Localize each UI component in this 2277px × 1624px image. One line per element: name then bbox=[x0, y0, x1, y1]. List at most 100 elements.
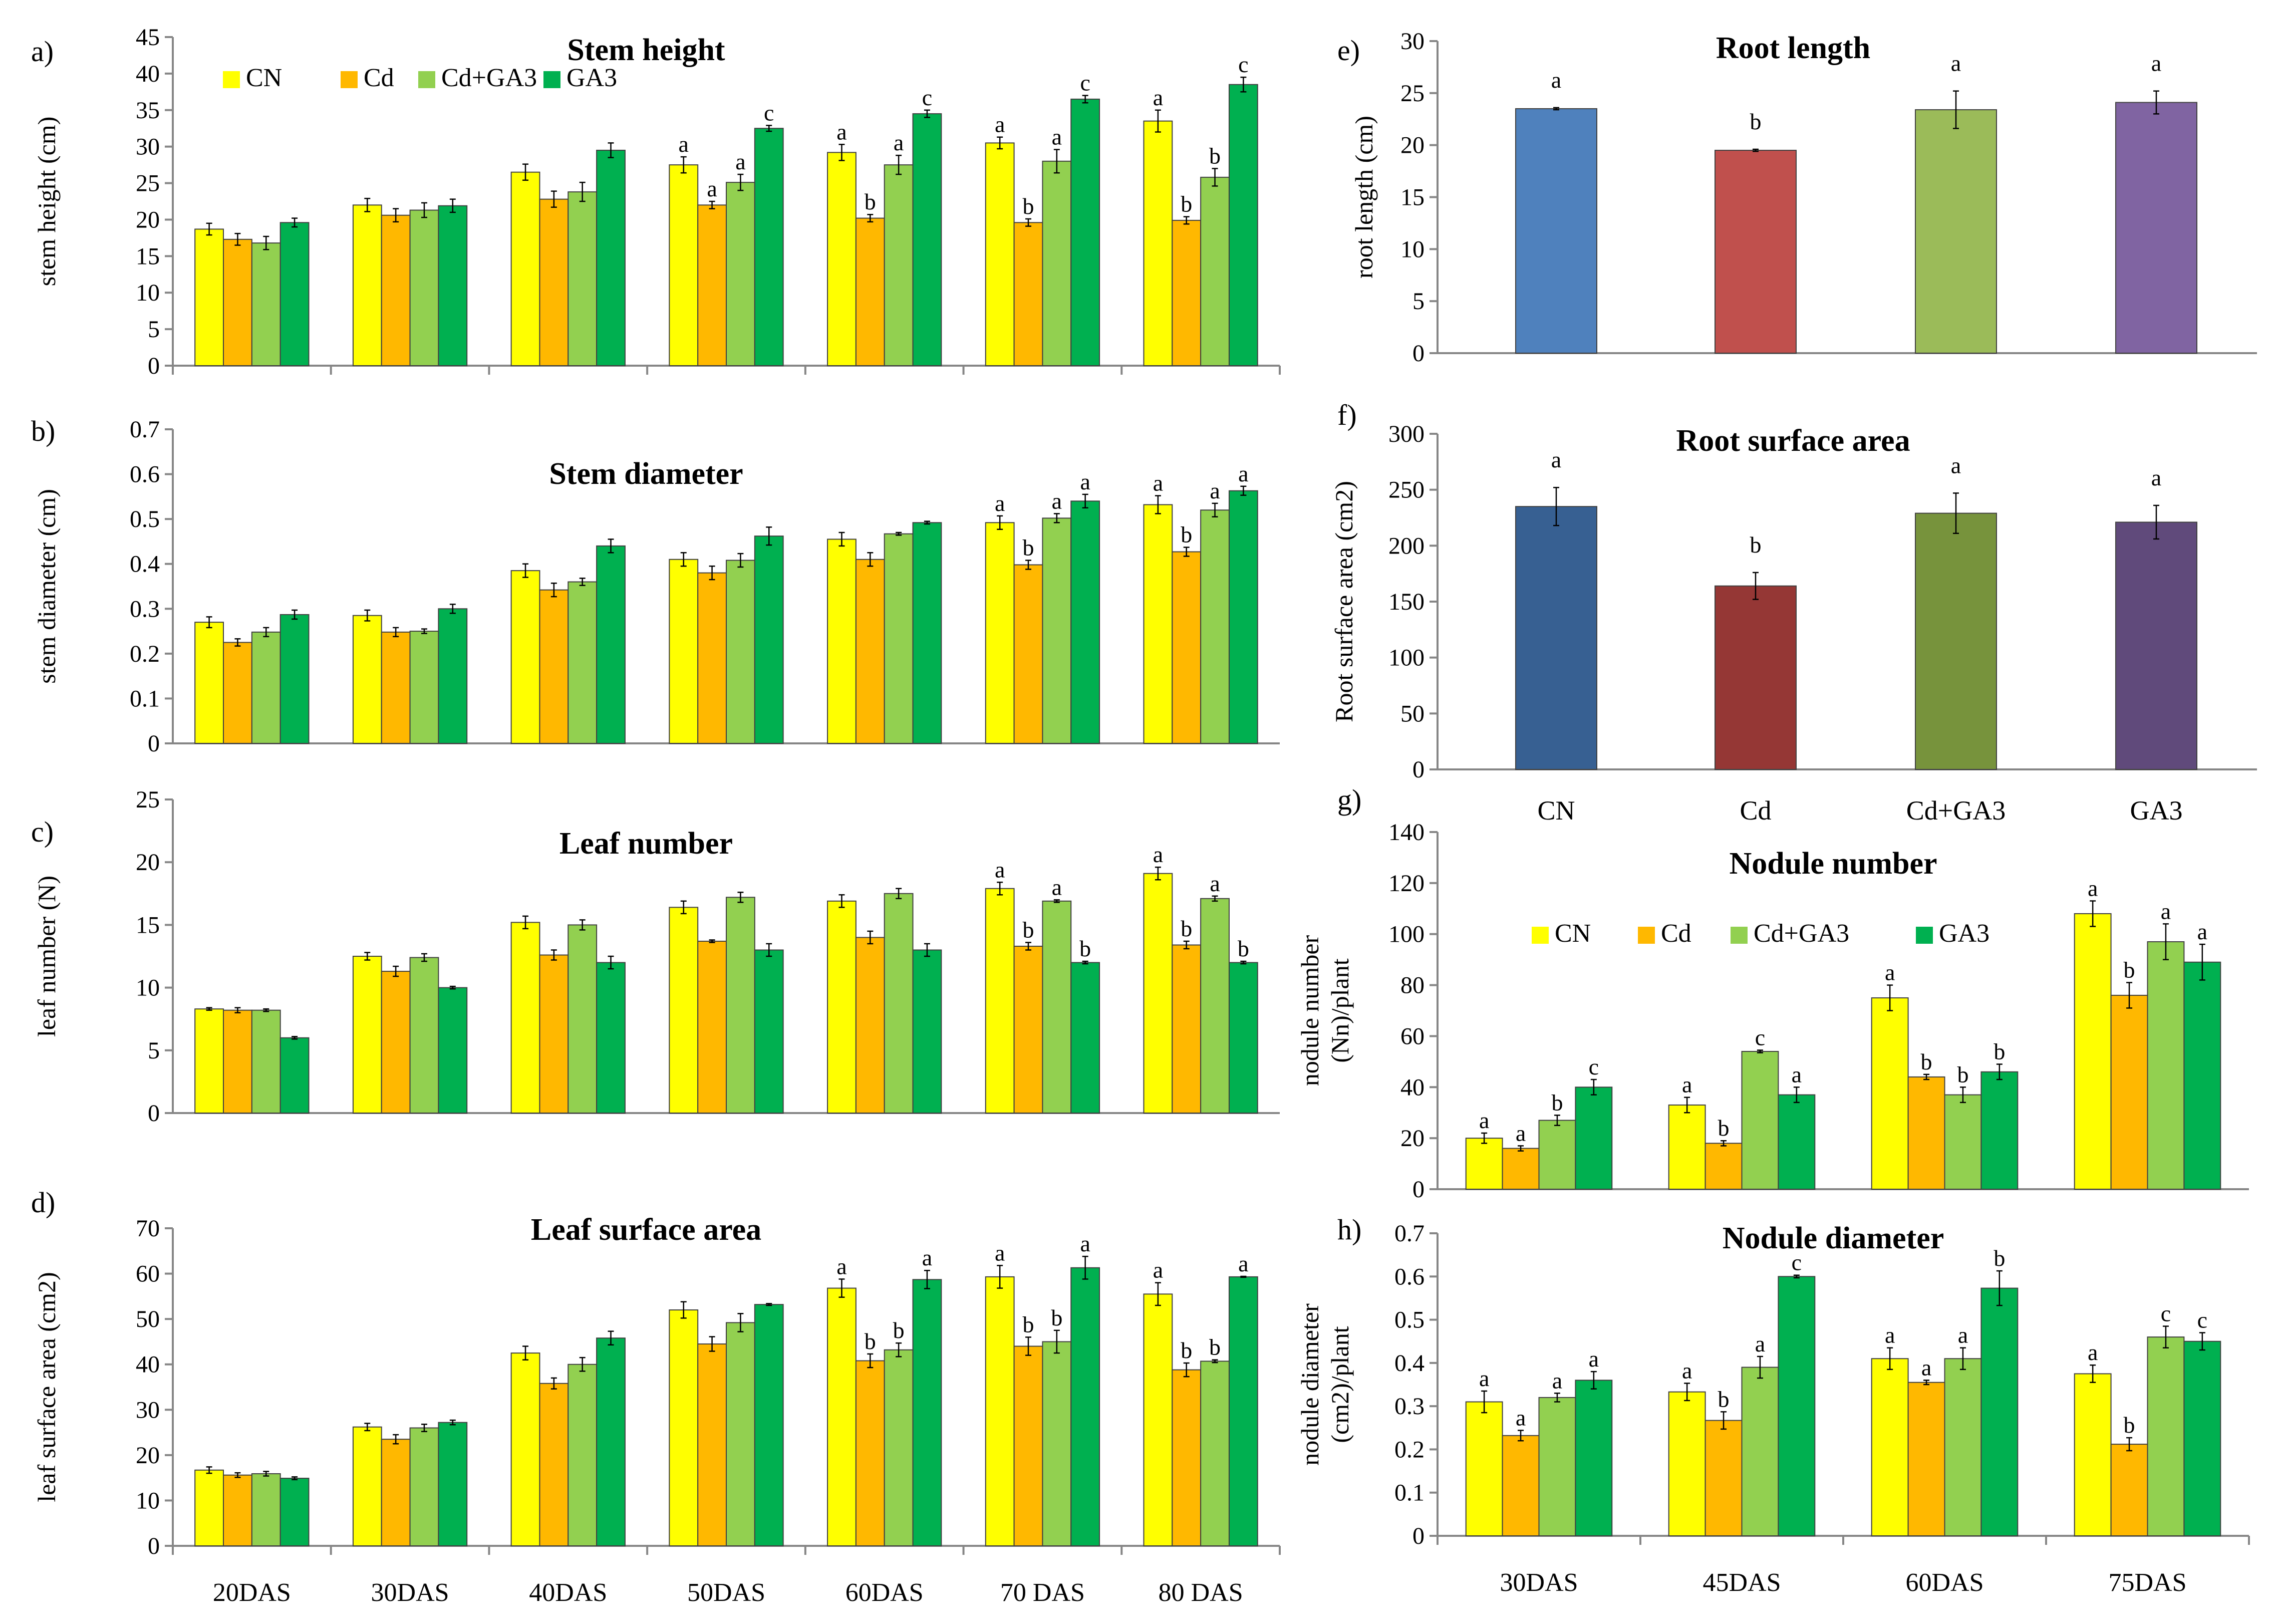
y-tick-label: 0.7 bbox=[1394, 1220, 1425, 1247]
significance-label: a bbox=[2088, 1339, 2098, 1365]
significance-label: a bbox=[1951, 452, 1961, 478]
bar-cd-ga3 bbox=[726, 1322, 755, 1547]
bar-cd-ga3 bbox=[567, 1364, 598, 1547]
significance-label: a bbox=[679, 131, 689, 157]
significance-label: a bbox=[1921, 1355, 1931, 1380]
y-tick-label: 10 bbox=[136, 280, 160, 306]
y-tick-label: 0 bbox=[148, 730, 160, 757]
bar-cn bbox=[1668, 1391, 1706, 1536]
bar-cd bbox=[539, 954, 569, 1114]
significance-label: b bbox=[1181, 522, 1192, 548]
y-tick-label: 10 bbox=[136, 975, 160, 1001]
y-tick-label: 120 bbox=[1388, 870, 1425, 897]
significance-label: a bbox=[922, 1245, 932, 1270]
significance-label: a bbox=[1210, 478, 1220, 503]
y-tick-label: 0.2 bbox=[1394, 1436, 1425, 1463]
bar-cd-ga3 bbox=[726, 182, 755, 366]
significance-label: a bbox=[1552, 1368, 1562, 1393]
bar-ga3 bbox=[1228, 84, 1258, 366]
panel-letter: h) bbox=[1337, 1213, 1361, 1246]
y-tick-label: 0.5 bbox=[1394, 1307, 1425, 1333]
bar-cd bbox=[381, 631, 411, 744]
significance-label: a bbox=[1792, 1061, 1802, 1087]
bar-cd bbox=[1704, 1420, 1743, 1537]
bar-ga3 bbox=[1778, 1094, 1816, 1190]
bar-cd bbox=[855, 937, 885, 1114]
y-tick-label: 40 bbox=[1400, 1074, 1425, 1101]
significance-label: a bbox=[1052, 874, 1062, 900]
significance-label: a bbox=[2151, 51, 2161, 76]
bar-cn bbox=[194, 1008, 224, 1114]
bar-ga3 bbox=[596, 962, 626, 1114]
significance-label: a bbox=[1153, 842, 1163, 867]
bar-cn bbox=[2074, 1373, 2112, 1536]
bar-ga3 bbox=[754, 128, 784, 366]
significance-label: a bbox=[1153, 85, 1163, 110]
bar-cd-ga3 bbox=[567, 581, 598, 744]
bar-cn bbox=[1143, 1293, 1173, 1547]
legend-label: GA3 bbox=[1939, 919, 1989, 948]
significance-label: a bbox=[1682, 1358, 1692, 1383]
bar-cn bbox=[985, 522, 1015, 744]
legend-label: GA3 bbox=[566, 64, 617, 92]
x-tick-label: 45DAS bbox=[1702, 1568, 1781, 1597]
significance-label: c bbox=[922, 85, 932, 110]
y-tick-label: 30 bbox=[136, 1397, 160, 1423]
y-tick-label: 50 bbox=[1400, 700, 1425, 727]
bar-cd-ga3 bbox=[884, 533, 914, 744]
bar-ga3 bbox=[912, 949, 942, 1114]
bar-cn bbox=[1871, 997, 1909, 1190]
y-tick-label: 0.3 bbox=[1394, 1393, 1425, 1420]
y-tick-label: 0 bbox=[148, 353, 160, 379]
panel-letter: g) bbox=[1337, 783, 1361, 816]
bar-cd bbox=[855, 559, 885, 744]
x-tick-label: 50DAS bbox=[687, 1578, 765, 1607]
bar-cd-ga3 bbox=[409, 1427, 439, 1547]
bar-cd-ga3 bbox=[567, 924, 598, 1114]
bar-ga3 bbox=[438, 205, 468, 366]
bar-ga3 bbox=[1980, 1287, 2019, 1536]
bar-cd-ga3 bbox=[409, 957, 439, 1114]
chart-title: Root length bbox=[1716, 31, 1870, 65]
bar-cd bbox=[381, 1439, 411, 1547]
significance-label: a bbox=[1958, 1322, 1968, 1348]
bar-ga3 bbox=[1575, 1380, 1613, 1536]
y-tick-label: 100 bbox=[1388, 921, 1425, 948]
x-tick-label: 80 DAS bbox=[1159, 1578, 1243, 1607]
significance-label: a bbox=[1885, 960, 1895, 985]
legend-label: CN bbox=[246, 64, 282, 92]
chart-title: Leaf number bbox=[559, 827, 733, 861]
y-tick-label: 10 bbox=[1400, 236, 1425, 262]
legend-label: CN bbox=[1555, 919, 1591, 948]
bar-cd-ga3 bbox=[1042, 160, 1072, 366]
bar-cd-ga3 bbox=[2147, 1336, 2185, 1536]
x-tick-label: GA3 bbox=[2130, 795, 2183, 826]
legend-swatch bbox=[1638, 927, 1655, 944]
bar-cd-ga3 bbox=[1200, 509, 1230, 744]
y-tick-label: 5 bbox=[1412, 288, 1425, 315]
bar-cd-ga3 bbox=[1042, 900, 1072, 1114]
bar-cd bbox=[1172, 219, 1202, 366]
y-tick-label: 40 bbox=[136, 1351, 160, 1378]
y-tick-label: 60 bbox=[136, 1261, 160, 1287]
significance-label: a bbox=[995, 112, 1005, 137]
y-tick-label: 20 bbox=[136, 206, 160, 233]
bar-cd-ga3 bbox=[1538, 1397, 1576, 1537]
bar-cd-ga3 bbox=[1944, 1358, 1982, 1536]
bar-ga3 bbox=[279, 222, 310, 366]
bar-ga3 bbox=[754, 535, 784, 744]
bar-cn bbox=[1143, 504, 1173, 744]
significance-label: b bbox=[1994, 1038, 2005, 1064]
significance-label: b bbox=[865, 1328, 876, 1354]
significance-label: b bbox=[2124, 957, 2135, 982]
bar-ga3 bbox=[438, 1422, 468, 1547]
significance-label: b bbox=[1051, 1305, 1062, 1330]
significance-label: c bbox=[1080, 70, 1090, 96]
bar-ga3 bbox=[912, 522, 942, 744]
panel-letter: f) bbox=[1337, 399, 1357, 431]
bar-cd bbox=[1013, 564, 1043, 744]
